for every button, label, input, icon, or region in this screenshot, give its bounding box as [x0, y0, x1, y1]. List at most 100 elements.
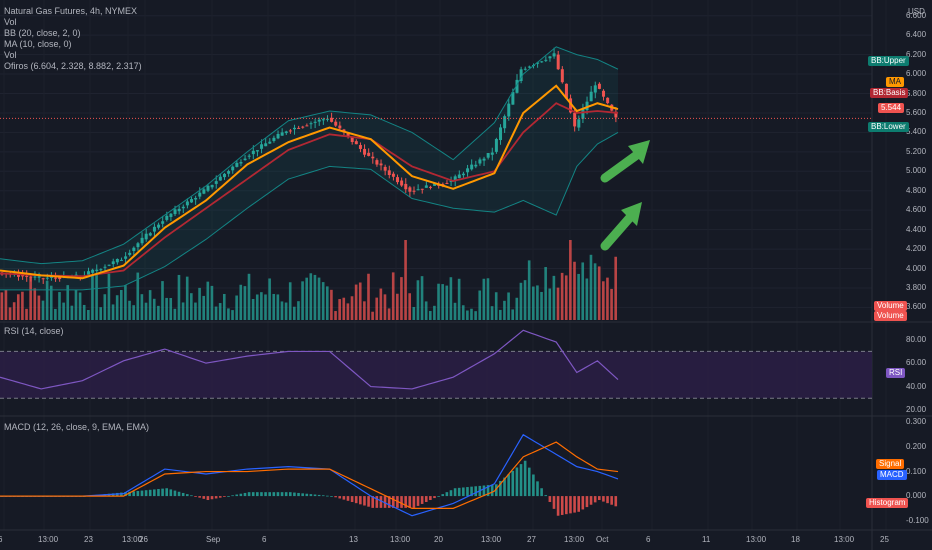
candle-body: [606, 97, 610, 104]
volume-bar: [474, 311, 477, 320]
histogram-bar: [276, 492, 280, 497]
histogram-bar: [552, 496, 556, 509]
macd-legend[interactable]: MACD (12, 26, close, 9, EMA, EMA): [4, 422, 150, 432]
histogram-bar: [280, 492, 284, 497]
histogram-bar: [268, 492, 271, 497]
volume-bar: [12, 302, 16, 320]
volume-bar: [260, 292, 263, 320]
volume-bar: [478, 290, 482, 320]
candle-body: [350, 137, 354, 142]
candle-body: [247, 155, 251, 157]
volume-bar: [585, 278, 589, 320]
candle-body: [305, 125, 309, 127]
histogram-bar: [210, 496, 214, 500]
arrow-upper: [600, 147, 646, 183]
volume-bar: [247, 273, 251, 320]
volume-bar: [152, 298, 156, 320]
volume-bar: [25, 308, 28, 320]
histogram-bar: [523, 460, 527, 497]
macd-pane[interactable]: [0, 433, 619, 517]
volume-bar: [157, 305, 160, 320]
legend-vol[interactable]: Vol: [4, 17, 17, 27]
rsi-legend[interactable]: RSI (14, close): [4, 326, 64, 336]
volume-bar: [194, 302, 197, 320]
rsi-tick-label: 40.00: [906, 381, 927, 391]
candle-body: [523, 68, 527, 70]
volume-bar: [503, 300, 506, 320]
candle-body: [87, 271, 91, 275]
rsi-pane[interactable]: [0, 329, 872, 399]
histogram-bar: [598, 496, 601, 501]
volume-bar: [41, 300, 45, 320]
volume-bar: [367, 273, 370, 320]
volume-bar: [527, 260, 531, 320]
candle-body: [309, 123, 313, 125]
legend-symbol[interactable]: Natural Gas Futures, 4h, NYMEX: [4, 6, 138, 16]
histogram-bar: [169, 489, 173, 497]
histogram-bar: [379, 496, 383, 508]
bb-basis-line: [0, 102, 619, 278]
candle-body: [560, 69, 564, 83]
price-tick-label: 6.600: [906, 10, 927, 20]
histogram-bar: [338, 496, 342, 499]
volume-bar: [424, 301, 428, 320]
histogram-bar: [453, 488, 457, 497]
volume-bar: [404, 240, 407, 320]
histogram-bar: [503, 477, 506, 497]
histogram-bar: [441, 494, 445, 497]
volume-bar: [284, 302, 288, 320]
candle-body: [214, 181, 218, 184]
histogram-bar: [515, 467, 519, 497]
volume-bar: [169, 297, 173, 320]
candle-body: [317, 119, 321, 122]
volume-badge-1: Volume: [874, 301, 907, 311]
candle-body: [190, 199, 194, 203]
volume-bar: [560, 272, 564, 320]
candle-body: [548, 56, 552, 59]
legend-ma[interactable]: MA (10, close, 0): [4, 39, 72, 49]
volume-bar: [441, 284, 444, 320]
volume-bar: [107, 273, 111, 320]
candle-body: [206, 185, 210, 191]
volume-bar: [606, 277, 609, 320]
candle-body: [284, 131, 288, 134]
volume-bar: [564, 275, 568, 320]
candle-body: [21, 275, 25, 277]
volume-bar: [453, 302, 457, 320]
volume-bar: [461, 305, 465, 320]
candle-body: [437, 184, 441, 186]
price-tick-label: 4.200: [906, 244, 927, 254]
price-pane[interactable]: [0, 46, 872, 320]
signal-line: [0, 441, 619, 509]
macd-line: [0, 433, 619, 517]
candle-body: [293, 127, 297, 130]
legend-vol-2[interactable]: Vol: [4, 50, 17, 60]
volume-bar: [62, 302, 65, 320]
candle-body: [210, 184, 214, 188]
histogram-bar: [346, 496, 350, 501]
histogram-bar: [153, 489, 156, 497]
histogram-bar: [359, 496, 362, 505]
candle-body: [268, 141, 272, 144]
candle-body: [152, 226, 156, 232]
candle-body: [453, 176, 457, 182]
candle-body: [222, 173, 226, 178]
price-tick-label: 3.800: [906, 282, 927, 292]
histogram-bar: [593, 496, 597, 503]
candle-body: [111, 261, 115, 265]
volume-bar: [87, 309, 90, 320]
histogram-bar: [202, 496, 206, 499]
candle-body: [589, 91, 593, 102]
legend-bb[interactable]: BB (20, close, 2, 0): [4, 28, 81, 38]
volume-bar: [544, 267, 547, 320]
legend-ofiros[interactable]: Ofiros (6.604, 2.328, 8.882, 2.317): [4, 61, 142, 71]
volume-bar: [507, 292, 510, 320]
candle-body: [428, 186, 432, 188]
volume-bar: [531, 286, 535, 320]
candle-body: [527, 66, 531, 68]
candle-body: [367, 152, 371, 156]
candle-body: [321, 119, 325, 121]
bb-upper-badge: BB:Upper: [868, 56, 909, 66]
histogram-bar: [214, 496, 218, 499]
